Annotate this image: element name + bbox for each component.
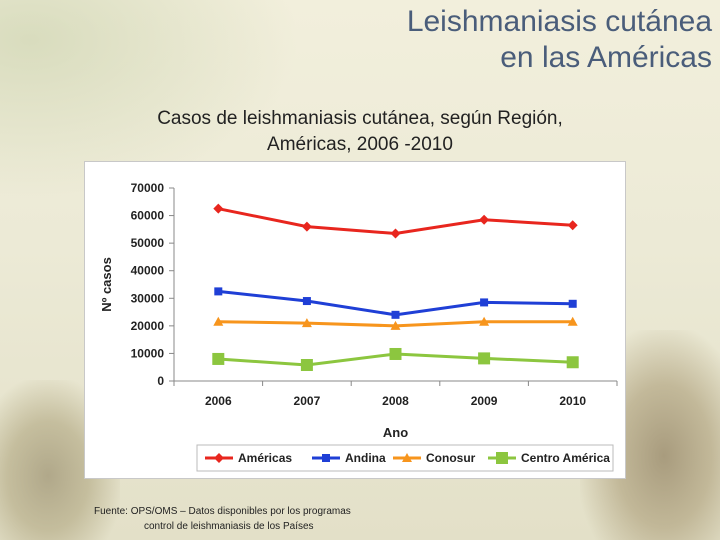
x-tick-label: 2010 — [559, 394, 586, 408]
data-point-conosur — [567, 316, 578, 326]
source-line1: Fuente: OPS/OMS – Datos disponibles por … — [94, 506, 351, 517]
data-point-conosur — [479, 316, 490, 326]
legend-marker-americas — [214, 453, 224, 463]
legend-marker-centro-america — [496, 452, 508, 464]
data-point-centro-america — [478, 352, 491, 365]
x-axis-label: Ano — [383, 425, 408, 440]
data-point-andina — [568, 299, 577, 308]
legend-label-andina: Andina — [345, 451, 386, 465]
data-point-centro-america — [212, 352, 225, 365]
data-point-andina — [391, 310, 400, 319]
data-point-andina — [214, 287, 223, 296]
data-point-americas — [301, 221, 312, 232]
y-tick-label: 60000 — [131, 209, 165, 223]
data-point-centro-america — [389, 347, 402, 360]
data-point-conosur — [301, 318, 312, 328]
y-tick-label: 40000 — [131, 264, 165, 278]
legend-label-conosur: Conosur — [426, 451, 476, 465]
legend-marker-conosur — [402, 453, 412, 462]
y-tick-label: 70000 — [131, 181, 165, 195]
data-point-centro-america — [300, 359, 313, 372]
x-tick-label: 2008 — [382, 394, 409, 408]
x-tick-label: 2009 — [471, 394, 498, 408]
y-tick-label: 0 — [157, 374, 164, 388]
y-tick-label: 30000 — [131, 291, 165, 305]
y-tick-label: 50000 — [131, 236, 165, 250]
legend-label-americas: Américas — [238, 451, 292, 465]
data-point-americas — [390, 228, 401, 239]
slide-title-line2: en las Américas — [500, 41, 712, 74]
chart-panel: 0 10000 20000 30000 40000 50000 60000 70000 2006… — [84, 161, 626, 479]
line-chart: 0 10000 20000 30000 40000 50000 60000 70000 2006… — [99, 181, 618, 472]
chart-subtitle-line2: Américas, 2006 -2010 — [267, 134, 453, 155]
source-note: Fuente: OPS/OMS – Datos disponibles por … — [94, 504, 351, 534]
y-tick-label: 10000 — [131, 346, 165, 360]
data-point-centro-america — [566, 356, 579, 369]
data-point-americas — [213, 203, 224, 214]
slide-title-line1: Leishmaniasis cutánea — [406, 5, 712, 38]
x-tick-label: 2006 — [205, 394, 232, 408]
legend-marker-andina — [322, 454, 330, 462]
y-axis-label: Nº casos — [99, 257, 114, 312]
data-point-andina — [302, 297, 311, 306]
data-point-andina — [480, 298, 489, 307]
chart-subtitle-line1: Casos de leishmaniasis cutánea, según Re… — [157, 108, 563, 129]
x-tick-label: 2007 — [294, 394, 321, 408]
data-point-americas — [479, 214, 490, 225]
data-point-conosur — [390, 320, 401, 330]
y-tick-label: 20000 — [131, 319, 165, 333]
chart-subtitle: Casos de leishmaniasis cutánea, según Re… — [100, 106, 620, 158]
data-point-conosur — [213, 316, 224, 326]
source-line2: control de leishmaniasis de los Países — [144, 521, 314, 532]
data-point-americas — [567, 220, 578, 231]
slide-title: Leishmaniasis cutánea en las Américas — [407, 4, 712, 76]
legend-label-centro-america: Centro América — [521, 451, 610, 465]
